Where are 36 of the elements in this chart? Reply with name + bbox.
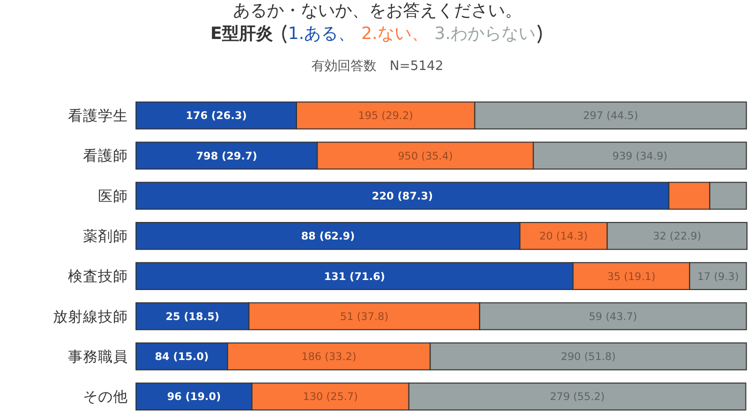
text: 有効回答数 N=5142: [312, 59, 444, 74]
data-label: 176 (26.3): [186, 110, 247, 122]
y-tick-label: 薬剤師: [83, 228, 128, 245]
data-label: 88 (62.9): [301, 230, 355, 243]
y-tick-label: 検査技師: [68, 268, 128, 286]
chart-title: あるか・ないか、をお答えください。: [233, 1, 522, 21]
data-label: 25 (18.5): [166, 310, 220, 323]
data-label: 297 (44.5): [583, 110, 638, 122]
data-label: 84 (15.0): [154, 351, 209, 364]
y-tick-label: その他: [83, 388, 128, 406]
data-label: 130 (25.7): [302, 391, 358, 404]
data-label: 195 (29.2): [358, 110, 414, 122]
data-label: 51 (37.8): [340, 310, 388, 323]
chart-subtitle: E型肝炎: [210, 23, 273, 46]
data-label: 186 (33.2): [301, 351, 356, 364]
y-tick-label: 看護学生: [68, 108, 128, 125]
data-label: 20 (14.3): [539, 230, 588, 243]
data-label: 17 (9.3): [697, 270, 739, 283]
data-label: 798 (29.7): [196, 150, 258, 162]
text: 2.ない、: [361, 23, 428, 46]
data-label: 290 (51.8): [560, 351, 616, 364]
data-label: 279 (55.2): [550, 391, 605, 404]
data-label: 220 (87.3): [372, 190, 433, 202]
y-tick-label: 放射線技師: [53, 308, 128, 326]
y-tick-label: 医師: [98, 188, 128, 205]
y-tick-label: 事務職員: [68, 348, 128, 366]
y-tick-label: 看護師: [83, 148, 128, 165]
data-label: 35 (19.1): [607, 270, 656, 283]
data-label: 939 (34.9): [612, 150, 668, 162]
data-label: 96 (19.0): [167, 391, 221, 404]
data-label: 32 (22.9): [652, 230, 702, 243]
data-label: 59 (43.7): [588, 310, 638, 323]
legend-label: 1.ある、: [288, 23, 356, 46]
text: 3.わからない: [434, 23, 536, 46]
data-label: 950 (35.4): [398, 150, 453, 162]
data-label: 131 (71.6): [324, 270, 386, 283]
